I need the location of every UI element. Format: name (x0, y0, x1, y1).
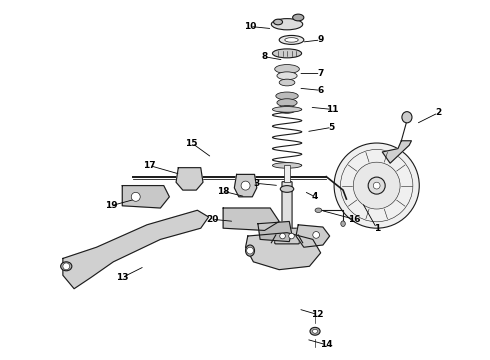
Ellipse shape (293, 14, 304, 21)
Polygon shape (296, 225, 330, 247)
Text: 12: 12 (311, 310, 323, 319)
Text: 15: 15 (186, 139, 198, 148)
Ellipse shape (271, 19, 303, 30)
Ellipse shape (245, 245, 254, 256)
Text: 5: 5 (329, 123, 335, 132)
Ellipse shape (272, 107, 301, 112)
Polygon shape (176, 168, 203, 190)
Text: 7: 7 (318, 69, 324, 78)
Text: 16: 16 (348, 215, 361, 224)
Circle shape (241, 181, 250, 190)
Circle shape (131, 192, 140, 201)
Text: 6: 6 (318, 86, 324, 95)
Ellipse shape (313, 329, 318, 333)
Circle shape (313, 231, 319, 238)
Ellipse shape (275, 64, 299, 73)
Ellipse shape (285, 38, 298, 42)
Ellipse shape (315, 208, 322, 212)
Text: 13: 13 (116, 273, 128, 282)
FancyBboxPatch shape (282, 182, 292, 230)
Circle shape (334, 143, 419, 228)
Circle shape (373, 182, 380, 189)
Polygon shape (122, 186, 170, 208)
Text: 11: 11 (325, 105, 338, 114)
Circle shape (63, 263, 70, 270)
Polygon shape (245, 233, 320, 270)
Text: 19: 19 (105, 201, 118, 210)
Ellipse shape (310, 327, 320, 335)
Ellipse shape (402, 112, 412, 123)
Text: 3: 3 (254, 179, 260, 188)
Text: 17: 17 (143, 161, 155, 170)
Text: 1: 1 (373, 224, 380, 233)
Text: 10: 10 (244, 22, 256, 31)
Ellipse shape (272, 163, 301, 168)
Ellipse shape (278, 105, 296, 113)
Text: 14: 14 (320, 340, 333, 349)
Polygon shape (234, 174, 257, 197)
Ellipse shape (273, 19, 283, 25)
Ellipse shape (277, 99, 297, 107)
Bar (284, 166, 290, 182)
Polygon shape (382, 141, 412, 163)
Circle shape (280, 233, 285, 239)
Text: 2: 2 (435, 108, 441, 117)
Ellipse shape (276, 92, 298, 100)
Text: 8: 8 (262, 52, 268, 61)
FancyBboxPatch shape (275, 228, 299, 244)
Ellipse shape (279, 79, 295, 86)
Circle shape (353, 162, 400, 209)
Polygon shape (258, 221, 292, 242)
Text: 9: 9 (318, 35, 324, 44)
Ellipse shape (279, 35, 304, 44)
Circle shape (289, 233, 294, 239)
Ellipse shape (341, 221, 345, 226)
Text: 4: 4 (312, 192, 318, 201)
Polygon shape (223, 208, 279, 230)
Circle shape (246, 247, 253, 254)
Ellipse shape (277, 72, 297, 80)
Ellipse shape (272, 49, 301, 58)
Ellipse shape (280, 186, 294, 192)
Circle shape (368, 177, 385, 194)
Text: 20: 20 (206, 215, 218, 224)
Polygon shape (63, 210, 209, 289)
Text: 18: 18 (217, 187, 229, 196)
Ellipse shape (61, 262, 72, 271)
